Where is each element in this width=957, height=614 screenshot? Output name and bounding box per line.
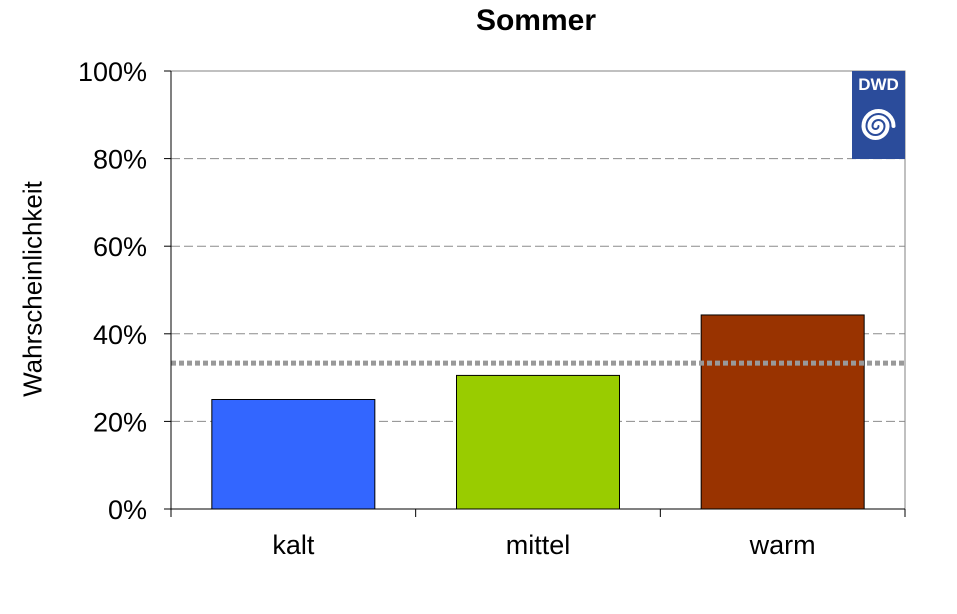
bar-kalt bbox=[211, 399, 376, 510]
axes bbox=[164, 70, 906, 517]
y-tick-label: 40% bbox=[93, 320, 147, 350]
spiral-icon bbox=[861, 109, 896, 140]
chart-title: Sommer bbox=[475, 4, 597, 37]
x-tick-labels: kalt mittel warm bbox=[272, 530, 815, 560]
bar-mittel bbox=[456, 374, 620, 510]
y-tick-labels: 0% 20% 40% 60% 80% 100% bbox=[78, 57, 147, 525]
bars bbox=[211, 314, 865, 510]
y-tick-label: 100% bbox=[78, 57, 147, 87]
x-tick-label: mittel bbox=[506, 530, 571, 560]
y-tick-label: 80% bbox=[93, 145, 147, 175]
x-tick-label: warm bbox=[749, 530, 816, 560]
y-tick-label: 0% bbox=[108, 495, 147, 525]
dwd-logo: DWD bbox=[852, 71, 905, 159]
dwd-logo-text: DWD bbox=[858, 75, 899, 94]
bar-warm bbox=[700, 314, 865, 510]
y-tick-label: 20% bbox=[93, 407, 147, 437]
y-tick-label: 60% bbox=[93, 232, 147, 262]
x-tick-label: kalt bbox=[272, 530, 315, 560]
